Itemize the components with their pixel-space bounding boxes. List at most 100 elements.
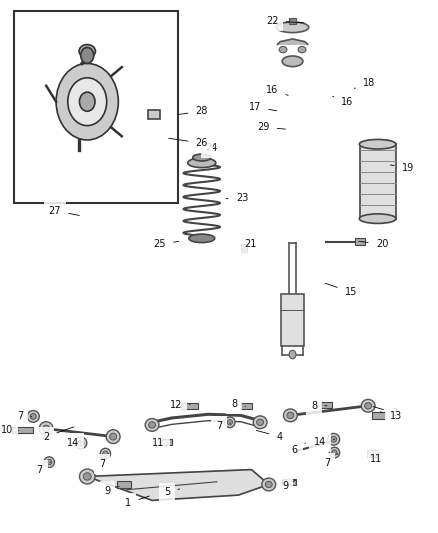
Bar xyxy=(240,244,247,252)
Bar xyxy=(289,18,296,24)
Ellipse shape xyxy=(75,437,87,449)
Text: 17: 17 xyxy=(249,102,277,112)
Bar xyxy=(321,401,332,408)
Text: 14: 14 xyxy=(314,437,335,447)
Text: 20: 20 xyxy=(359,239,388,249)
Ellipse shape xyxy=(225,417,235,427)
Bar xyxy=(161,439,172,445)
Ellipse shape xyxy=(253,416,267,429)
Ellipse shape xyxy=(276,22,309,33)
Text: 27: 27 xyxy=(49,206,79,216)
Text: 18: 18 xyxy=(354,78,375,88)
Ellipse shape xyxy=(257,419,264,425)
Ellipse shape xyxy=(30,414,36,419)
Ellipse shape xyxy=(189,234,215,243)
Ellipse shape xyxy=(279,46,287,53)
Ellipse shape xyxy=(43,425,49,432)
Text: 7: 7 xyxy=(36,462,50,474)
Text: 4: 4 xyxy=(256,431,283,442)
Text: 7: 7 xyxy=(216,421,230,431)
Ellipse shape xyxy=(106,430,120,443)
Ellipse shape xyxy=(39,422,53,435)
Text: 24: 24 xyxy=(205,143,218,154)
Ellipse shape xyxy=(83,473,91,480)
Bar xyxy=(117,481,131,488)
Text: 5: 5 xyxy=(164,488,180,497)
Text: 11: 11 xyxy=(152,438,165,448)
Text: 11: 11 xyxy=(370,454,382,464)
Bar xyxy=(148,110,160,119)
Bar xyxy=(11,427,33,433)
Text: 9: 9 xyxy=(282,480,296,490)
Ellipse shape xyxy=(27,410,39,422)
Ellipse shape xyxy=(193,154,211,161)
Bar xyxy=(240,402,252,409)
Ellipse shape xyxy=(110,433,117,440)
Ellipse shape xyxy=(262,478,276,491)
Ellipse shape xyxy=(265,481,272,488)
Text: 15: 15 xyxy=(325,284,357,297)
Ellipse shape xyxy=(329,447,339,458)
Text: 7: 7 xyxy=(324,454,338,468)
Text: 22: 22 xyxy=(266,16,304,26)
Text: 9: 9 xyxy=(105,486,119,496)
Polygon shape xyxy=(277,39,307,44)
Text: 8: 8 xyxy=(311,401,327,411)
Text: 14: 14 xyxy=(67,438,81,448)
Ellipse shape xyxy=(46,459,52,465)
Text: 8: 8 xyxy=(231,399,245,409)
Ellipse shape xyxy=(78,440,84,446)
Ellipse shape xyxy=(359,214,396,223)
Bar xyxy=(355,238,365,245)
Ellipse shape xyxy=(227,419,233,425)
Bar xyxy=(367,450,378,457)
Text: 7: 7 xyxy=(17,411,32,422)
Circle shape xyxy=(68,78,107,126)
Text: 23: 23 xyxy=(226,193,248,204)
Text: 21: 21 xyxy=(244,239,257,249)
Ellipse shape xyxy=(287,412,294,418)
Bar xyxy=(281,294,304,346)
Ellipse shape xyxy=(44,457,54,467)
Ellipse shape xyxy=(100,448,110,459)
Text: 16: 16 xyxy=(333,96,353,107)
Bar xyxy=(360,144,396,219)
Text: 28: 28 xyxy=(177,106,208,116)
Ellipse shape xyxy=(328,433,339,445)
Text: 12: 12 xyxy=(170,400,190,410)
Ellipse shape xyxy=(283,409,297,422)
Bar xyxy=(181,402,198,409)
Text: 10: 10 xyxy=(1,425,19,435)
Text: 3: 3 xyxy=(373,407,397,418)
Ellipse shape xyxy=(332,450,337,455)
Ellipse shape xyxy=(145,418,159,431)
Ellipse shape xyxy=(331,437,337,442)
Text: 25: 25 xyxy=(154,239,179,249)
Circle shape xyxy=(81,47,94,63)
Text: 1: 1 xyxy=(125,496,149,508)
Text: 2: 2 xyxy=(43,427,74,442)
Ellipse shape xyxy=(103,451,108,456)
Ellipse shape xyxy=(79,469,95,484)
Ellipse shape xyxy=(79,45,95,58)
Text: 6: 6 xyxy=(292,443,305,455)
Text: 19: 19 xyxy=(390,163,414,173)
Circle shape xyxy=(289,350,296,359)
Text: 26: 26 xyxy=(169,138,208,148)
Ellipse shape xyxy=(361,399,375,412)
Ellipse shape xyxy=(359,140,396,149)
Text: 29: 29 xyxy=(258,122,286,132)
Circle shape xyxy=(79,92,95,111)
Ellipse shape xyxy=(148,422,155,428)
Text: 13: 13 xyxy=(380,411,403,422)
Ellipse shape xyxy=(188,158,216,167)
Bar xyxy=(371,412,389,418)
Text: 16: 16 xyxy=(266,85,288,95)
Polygon shape xyxy=(87,470,269,500)
Bar xyxy=(14,11,178,203)
Circle shape xyxy=(56,63,118,140)
Ellipse shape xyxy=(298,46,306,53)
Bar xyxy=(282,479,297,485)
Text: 7: 7 xyxy=(99,454,109,469)
Ellipse shape xyxy=(282,56,303,67)
